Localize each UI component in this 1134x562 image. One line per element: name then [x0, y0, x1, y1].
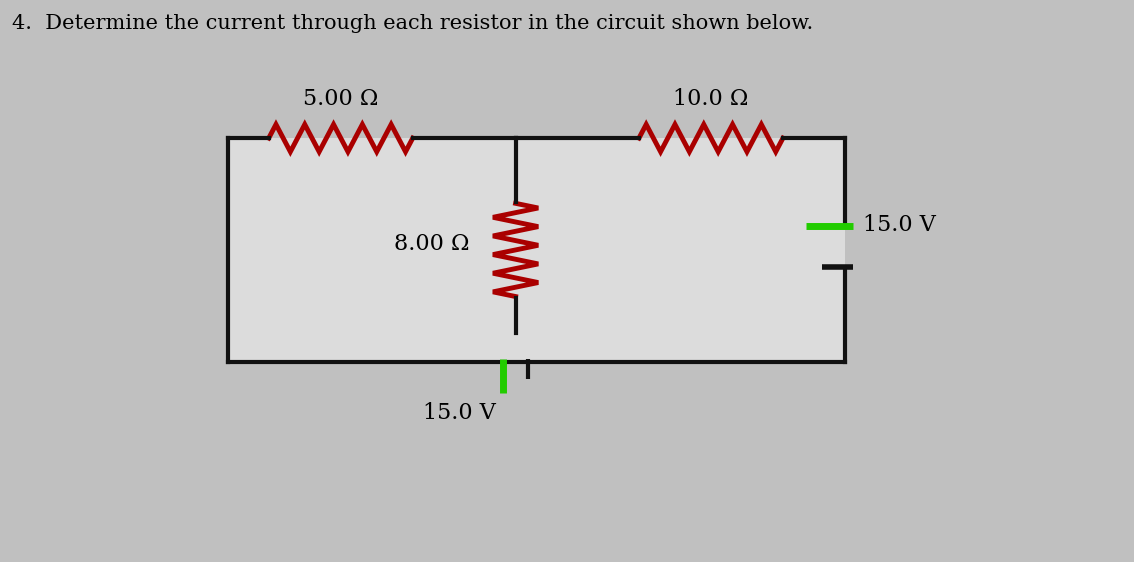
Text: 15.0 V: 15.0 V — [863, 214, 936, 236]
Text: 8.00 Ω: 8.00 Ω — [393, 233, 469, 255]
Text: 15.0 V: 15.0 V — [423, 402, 496, 424]
Text: 10.0 Ω: 10.0 Ω — [674, 88, 748, 110]
Text: 4.  Determine the current through each resistor in the circuit shown below.: 4. Determine the current through each re… — [11, 14, 813, 33]
Text: 5.00 Ω: 5.00 Ω — [303, 88, 379, 110]
FancyBboxPatch shape — [228, 138, 845, 362]
